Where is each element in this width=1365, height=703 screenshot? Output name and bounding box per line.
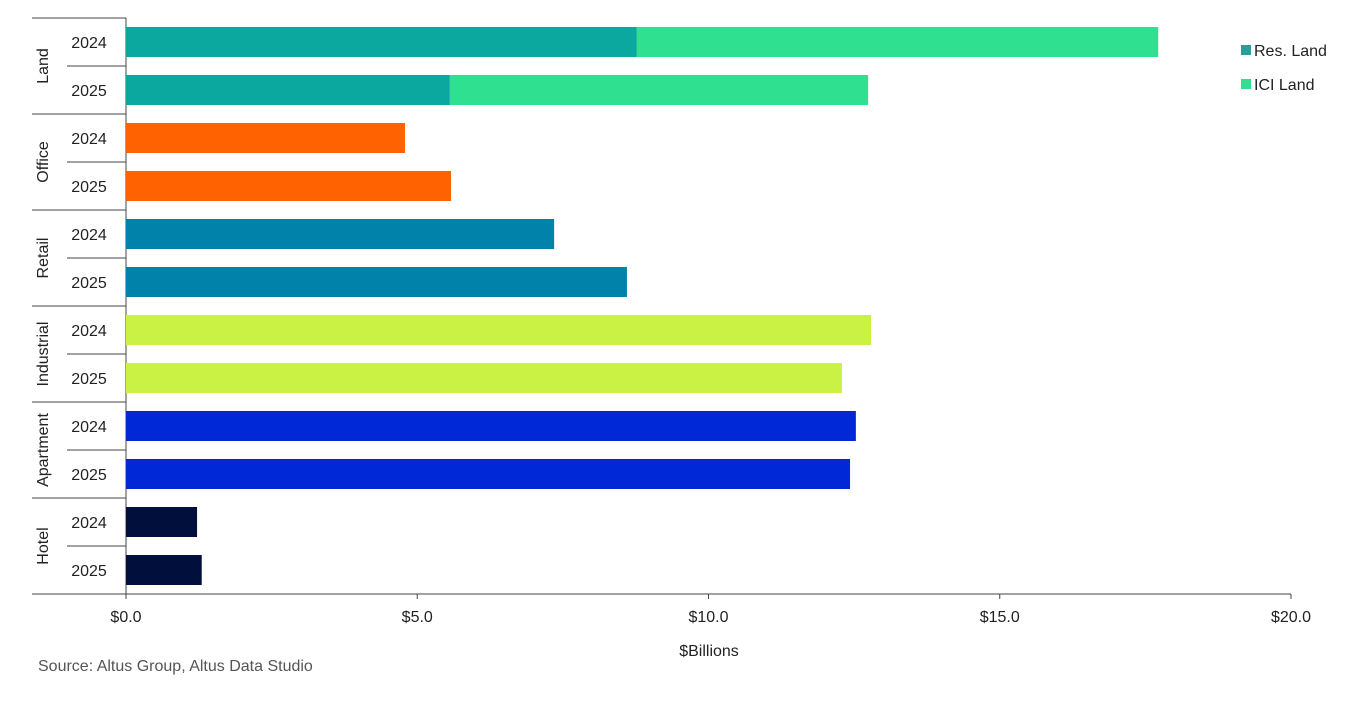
group-label: Office (35, 141, 52, 183)
x-tick-label: $15.0 (980, 609, 1020, 626)
bar-land-2025-res-land (126, 75, 450, 105)
legend-label: ICI Land (1254, 77, 1314, 94)
year-label: 2025 (71, 467, 107, 484)
bar-hotel-2025 (126, 555, 202, 585)
bar-office-2024 (126, 123, 406, 153)
bar-industrial-2025 (126, 363, 842, 393)
year-label: 2024 (71, 515, 107, 532)
legend-label: Res. Land (1254, 43, 1327, 60)
bar-land-2025-ici-land (449, 75, 869, 105)
year-label: 2024 (71, 35, 107, 52)
bar-retail-2025 (126, 267, 627, 297)
bar-land-2024-ici-land (636, 27, 1159, 57)
group-label: Apartment (35, 413, 52, 487)
bar-apartment-2024 (126, 411, 856, 441)
bar-hotel-2024 (126, 507, 198, 537)
year-label: 2024 (71, 131, 107, 148)
group-label: Industrial (35, 322, 52, 387)
year-label: 2025 (71, 563, 107, 580)
source-note: Source: Altus Group, Altus Data Studio (38, 658, 313, 675)
group-label: Land (35, 48, 52, 84)
x-axis-label: $Billions (679, 643, 739, 660)
x-tick-label: $5.0 (402, 609, 433, 626)
group-label: Retail (35, 238, 52, 279)
year-label: 2025 (71, 83, 107, 100)
legend-swatch (1241, 79, 1251, 89)
bar-apartment-2025 (126, 459, 851, 489)
year-label: 2025 (71, 371, 107, 388)
bar-industrial-2024 (126, 315, 872, 345)
year-label: 2024 (71, 227, 107, 244)
bar-retail-2024 (126, 219, 555, 249)
legend-swatch (1241, 45, 1251, 55)
bar-land-2024-res-land (126, 27, 637, 57)
x-tick-label: $0.0 (110, 609, 141, 626)
bar-office-2025 (126, 171, 452, 201)
x-tick-label: $20.0 (1271, 609, 1311, 626)
year-label: 2025 (71, 179, 107, 196)
year-label: 2024 (71, 323, 107, 340)
year-label: 2024 (71, 419, 107, 436)
x-tick-label: $10.0 (688, 609, 728, 626)
group-label: Hotel (35, 527, 52, 564)
year-label: 2025 (71, 275, 107, 292)
